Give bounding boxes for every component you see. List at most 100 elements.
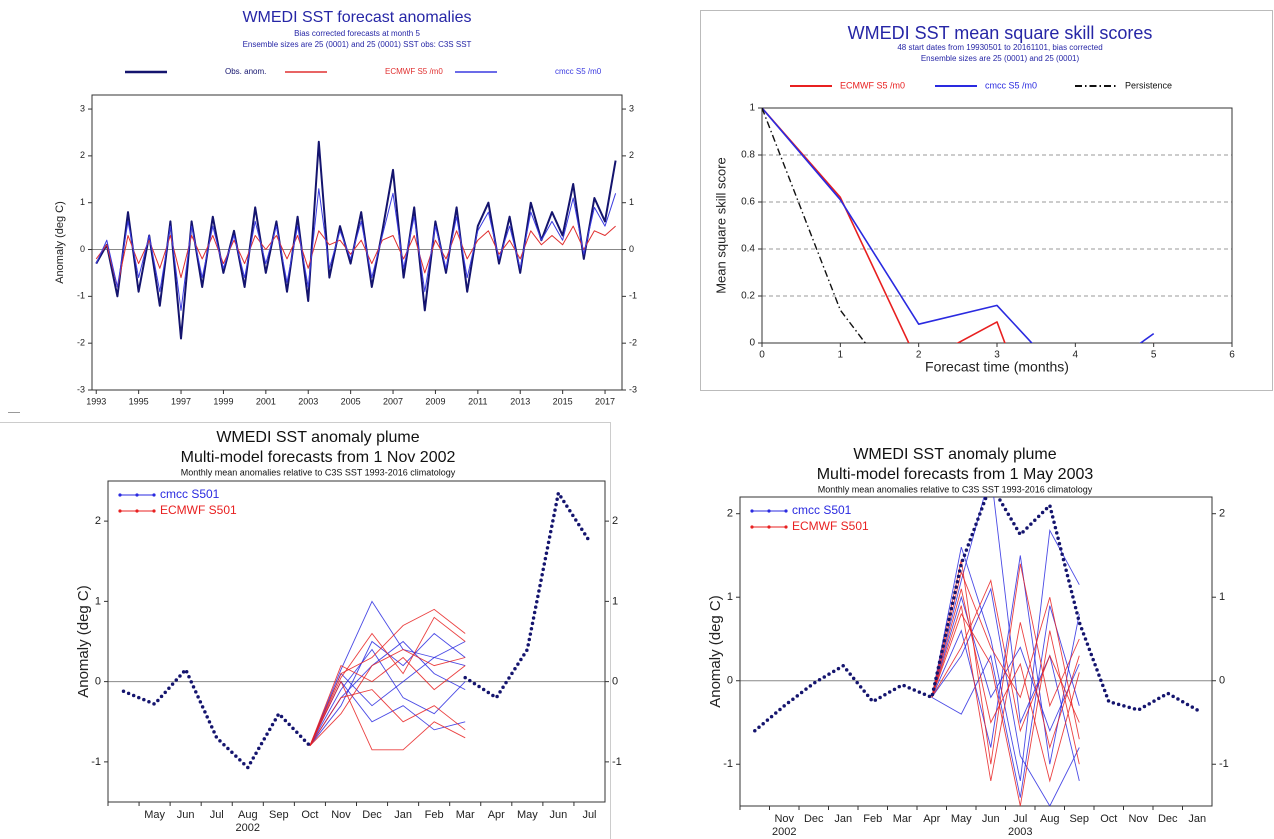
y-tick-label: 0	[95, 676, 101, 688]
x-axis-label: Forecast time (months)	[925, 359, 1069, 375]
x-tick-label: Dec	[362, 809, 382, 821]
chart-subtitle: Multi-model forecasts from 1 Nov 2002	[181, 449, 456, 466]
y-tick-label: 0.4	[741, 244, 755, 255]
x-tick-label: 1993	[86, 396, 106, 406]
member-line	[309, 680, 466, 751]
member-line	[309, 656, 466, 746]
member-line	[931, 528, 1080, 781]
y-tick-label: 2	[80, 150, 85, 160]
x-tick-label: 5	[1151, 350, 1157, 361]
y-tick-label: -1	[77, 291, 85, 301]
chart-title: WMEDI SST anomaly plume	[216, 429, 419, 446]
chart-subtitle: Ensemble sizes are 25 (0001) and 25 (000…	[243, 40, 472, 49]
observed-line	[463, 488, 592, 701]
legend-dot	[784, 525, 788, 529]
chart-subtitle: Ensemble sizes are 25 (0001) and 25 (000…	[921, 54, 1080, 63]
y-tick-label: 2	[1219, 508, 1225, 520]
x-tick-label: Nov	[331, 809, 351, 821]
y-tick-label: 0	[727, 675, 733, 687]
x-tick-label: Dec	[1158, 813, 1178, 825]
x-tick-label: Nov	[1128, 813, 1148, 825]
y-axis-label: Mean square skill score	[713, 157, 728, 294]
series-line	[95, 225, 616, 288]
y-axis-label: Anomaly (deg C)	[75, 585, 92, 698]
y-tick-label: 2	[727, 508, 733, 520]
y-tick-label: 0	[629, 244, 634, 254]
x-tick-label: Nov	[774, 813, 794, 825]
legend-label: ECMWF S501	[792, 519, 869, 533]
x-tick-label: 6	[1229, 350, 1235, 361]
y-tick-label: 0	[612, 676, 618, 688]
x-tick-label: Jan	[394, 809, 412, 821]
x-tick-label: Apr	[923, 813, 940, 825]
y-tick-label: 0	[80, 244, 85, 254]
x-tick-label: Feb	[425, 809, 444, 821]
x-tick-label: Jan	[834, 813, 852, 825]
member-line	[931, 579, 1080, 733]
plot-frame	[107, 480, 606, 803]
panel-border	[700, 10, 1273, 391]
y-tick-label: 0.8	[741, 150, 755, 161]
series-line	[95, 188, 617, 311]
x-year-label: 2003	[1008, 826, 1032, 838]
y-tick-label: -1	[629, 291, 637, 301]
y-tick-label: -2	[77, 338, 85, 348]
x-tick-label: Mar	[893, 813, 912, 825]
member-line	[309, 648, 466, 747]
legend-dot	[750, 525, 754, 529]
x-tick-label: Jun	[550, 809, 568, 821]
member-line	[931, 612, 1080, 806]
x-tick-label: 2003	[298, 396, 318, 406]
x-tick-label: 2017	[595, 396, 615, 406]
x-tick-label: Jul	[210, 809, 224, 821]
x-year-label: 2002	[236, 822, 260, 834]
x-tick-label: Jan	[1188, 813, 1206, 825]
x-tick-label: Apr	[488, 809, 505, 821]
member-line	[309, 608, 466, 746]
legend-dot	[152, 493, 156, 497]
plot-frame	[761, 107, 1233, 344]
y-tick-label: 1	[80, 197, 85, 207]
member-line	[309, 616, 466, 746]
x-tick-label: Oct	[301, 809, 318, 821]
legend-dot	[135, 509, 139, 513]
x-tick-label: Sep	[1069, 813, 1089, 825]
x-tick-label: May	[517, 809, 538, 821]
x-tick-label: Jul	[582, 809, 596, 821]
x-tick-label: 2011	[468, 396, 487, 406]
x-tick-label: 2013	[510, 396, 530, 406]
y-tick-label: -1	[723, 758, 733, 770]
chart-subtitle: Monthly mean anomalies relative to C3S S…	[818, 484, 1093, 494]
member-line	[309, 648, 466, 747]
legend-label: Obs. anom.	[225, 67, 266, 76]
series-line	[95, 140, 617, 340]
x-tick-label: 2	[916, 350, 922, 361]
y-tick-label: 2	[612, 515, 618, 527]
x-tick-label: 1997	[171, 396, 191, 406]
y-tick-label: 0	[749, 338, 755, 349]
legend-label: cmcc S501	[792, 503, 852, 517]
plot-frame	[739, 496, 1213, 807]
y-tick-label: 1	[95, 595, 101, 607]
y-tick-label: 2	[629, 150, 634, 160]
series-line	[762, 108, 867, 343]
y-tick-label: -1	[91, 756, 101, 768]
legend-label: Persistence	[1125, 80, 1172, 90]
chart-title: WMEDI SST forecast anomalies	[242, 9, 471, 26]
legend-dot	[118, 509, 122, 513]
legend-label: cmcc S5 /m0	[985, 80, 1037, 90]
member-line	[309, 600, 466, 746]
member-line	[931, 555, 1080, 765]
chart-subtitle: Monthly mean anomalies relative to C3S S…	[181, 467, 456, 477]
x-tick-label: 2015	[553, 396, 573, 406]
y-tick-label: 1	[749, 103, 755, 114]
y-tick-label: 2	[95, 515, 101, 527]
x-tick-label: Aug	[238, 809, 258, 821]
x-tick-label: Aug	[1040, 813, 1060, 825]
y-tick-label: -2	[629, 338, 637, 348]
x-tick-label: 1	[838, 350, 844, 361]
x-tick-label: 1999	[213, 396, 233, 406]
plot-frame	[91, 94, 623, 391]
y-tick-label: -1	[612, 756, 622, 768]
